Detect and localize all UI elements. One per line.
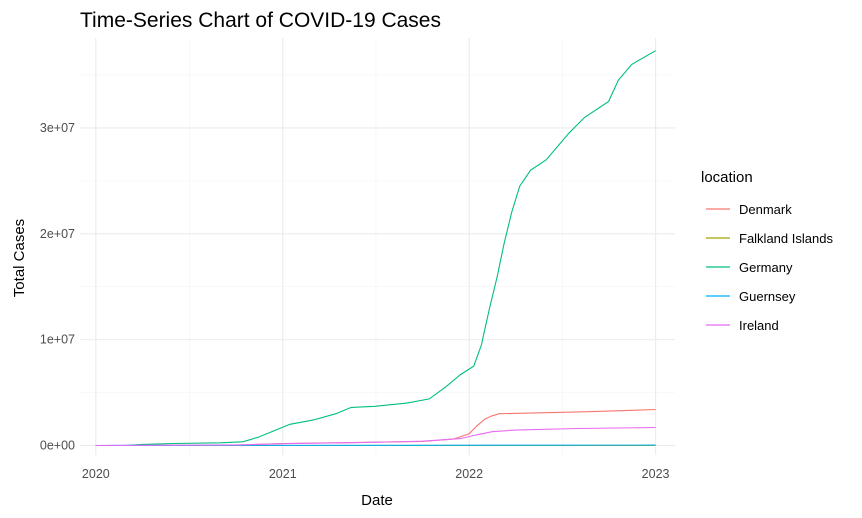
x-tick-label: 2021: [269, 467, 297, 481]
legend: location Denmark Falkland Islands Germany G…: [701, 169, 833, 333]
legend-label-denmark: Denmark: [739, 202, 792, 217]
x-axis-title: Date: [361, 492, 393, 509]
chart-title: Time-Series Chart of COVID-19 Cases: [80, 9, 441, 32]
x-tick-label: 2022: [455, 467, 483, 481]
x-tick-label: 2023: [642, 467, 670, 481]
y-axis-title: Total Cases: [11, 219, 28, 297]
grid: [80, 38, 675, 455]
legend-label-germany: Germany: [739, 260, 793, 275]
legend-title: location: [701, 169, 753, 186]
series-line-germany: [95, 50, 656, 447]
y-tick-label: 3e+07: [40, 121, 75, 135]
series-lines: [95, 50, 656, 447]
y-tick-label: 2e+07: [40, 227, 75, 241]
y-tick-label: 1e+07: [40, 333, 75, 347]
x-tick-label: 2020: [82, 467, 110, 481]
legend-label-guernsey: Guernsey: [739, 289, 796, 304]
y-tick-label: 0e+00: [40, 438, 75, 452]
legend-label-ireland: Ireland: [739, 318, 779, 333]
series-line-ireland: [95, 426, 656, 447]
legend-label-falkland-islands: Falkland Islands: [739, 231, 833, 246]
y-axis-ticks: 0e+00 1e+07 2e+07 3e+07: [40, 121, 75, 453]
x-axis-ticks: 2020 2021 2022 2023: [82, 467, 670, 481]
